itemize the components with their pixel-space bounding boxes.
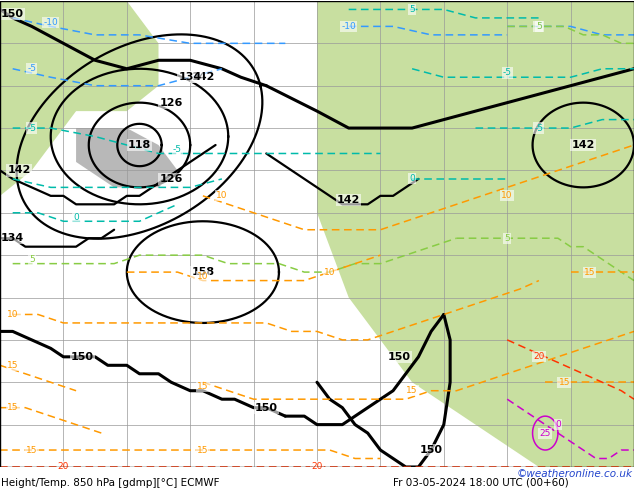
Text: 5: 5: [504, 234, 510, 243]
Polygon shape: [380, 1, 634, 171]
Text: 10: 10: [216, 192, 228, 200]
Text: 0: 0: [409, 174, 415, 183]
Text: 10: 10: [501, 192, 513, 200]
Text: 15: 15: [7, 361, 18, 370]
Text: 150: 150: [388, 352, 411, 362]
Text: 15: 15: [559, 378, 570, 387]
Text: 150: 150: [71, 352, 94, 362]
Text: -5: -5: [534, 123, 543, 133]
Polygon shape: [0, 1, 158, 111]
Text: 5: 5: [536, 22, 542, 31]
Text: 0: 0: [73, 213, 79, 221]
Text: 15: 15: [26, 445, 37, 455]
Text: -5: -5: [27, 64, 36, 74]
Text: 20: 20: [311, 463, 323, 471]
Polygon shape: [76, 128, 178, 187]
Text: 142: 142: [191, 72, 214, 82]
Text: 126: 126: [160, 98, 183, 108]
Text: 20: 20: [533, 352, 545, 361]
Text: 126: 126: [160, 174, 183, 184]
Polygon shape: [317, 1, 634, 467]
Text: 15: 15: [197, 445, 209, 455]
Text: 150: 150: [420, 445, 443, 455]
Text: 150: 150: [1, 9, 24, 19]
Text: 0: 0: [555, 420, 561, 429]
Text: 142: 142: [572, 140, 595, 150]
Text: -10: -10: [341, 22, 356, 31]
Text: 20: 20: [58, 463, 69, 471]
Text: 142: 142: [8, 166, 30, 175]
Text: 15: 15: [406, 386, 418, 395]
Text: 134: 134: [179, 72, 202, 82]
Text: 15: 15: [7, 403, 18, 412]
Text: 150: 150: [255, 403, 278, 413]
Text: 118: 118: [128, 140, 151, 150]
Text: -5: -5: [27, 123, 36, 133]
Text: 15: 15: [584, 268, 595, 276]
Text: 15: 15: [197, 382, 209, 391]
Text: 158: 158: [191, 267, 214, 277]
Polygon shape: [571, 1, 634, 60]
Text: Height/Temp. 850 hPa [gdmp][°C] ECMWF: Height/Temp. 850 hPa [gdmp][°C] ECMWF: [1, 478, 220, 488]
Text: ©weatheronline.co.uk: ©weatheronline.co.uk: [517, 469, 633, 479]
Text: -5: -5: [503, 69, 512, 77]
Text: -5: -5: [173, 145, 182, 154]
Text: 142: 142: [337, 195, 360, 205]
Text: Fr 03-05-2024 18:00 UTC (00+60): Fr 03-05-2024 18:00 UTC (00+60): [393, 478, 569, 488]
Text: 5: 5: [29, 255, 35, 264]
Text: 10: 10: [197, 272, 209, 281]
Text: 25: 25: [540, 429, 551, 438]
Text: 134: 134: [1, 233, 24, 243]
Text: -5: -5: [534, 22, 543, 31]
Text: -10: -10: [43, 18, 58, 26]
Polygon shape: [0, 86, 76, 196]
Text: 5: 5: [409, 5, 415, 14]
Text: 10: 10: [7, 310, 18, 319]
Text: 10: 10: [324, 268, 335, 276]
